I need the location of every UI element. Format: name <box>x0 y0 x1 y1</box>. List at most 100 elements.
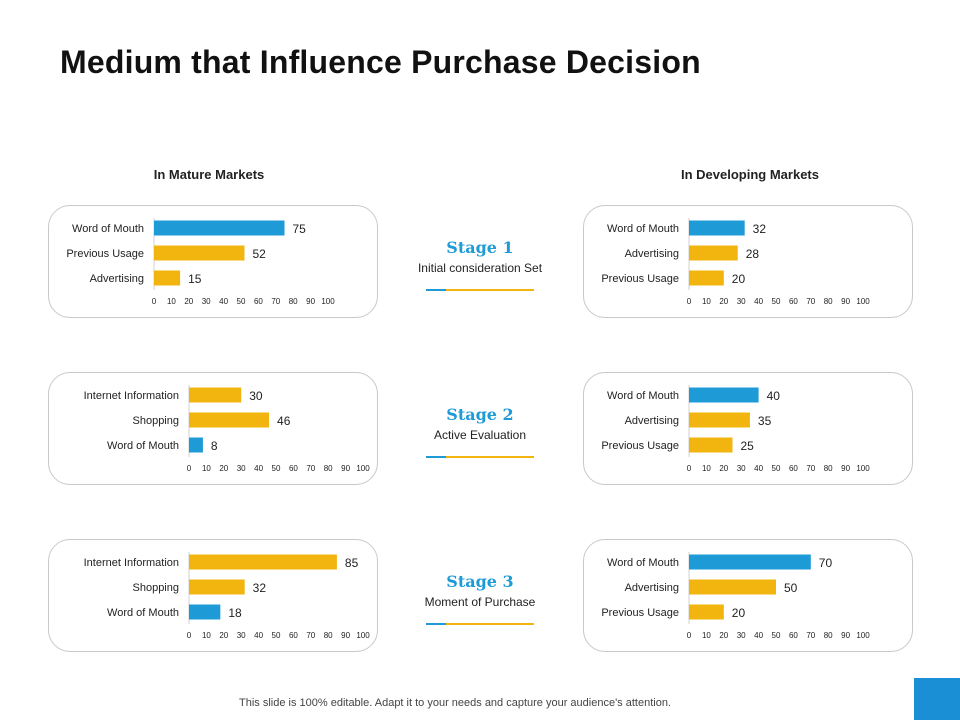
bar-advertising <box>689 245 738 261</box>
x-tick-label: 30 <box>737 297 746 306</box>
x-tick-label: 60 <box>254 297 263 306</box>
data-label: 28 <box>746 247 760 261</box>
x-tick-label: 10 <box>702 631 711 640</box>
data-label: 52 <box>252 247 266 261</box>
bar-advertising <box>689 412 750 428</box>
mature-markets-heading: In Mature Markets <box>153 167 265 182</box>
x-tick-label: 30 <box>202 297 211 306</box>
x-tick-label: 90 <box>841 464 850 473</box>
x-tick-label: 30 <box>737 631 746 640</box>
x-tick-label: 80 <box>324 631 333 640</box>
chart-card-developing-stage-3: Word of Mouth 70 Advertising 50 Previous Usa… <box>583 539 913 652</box>
stage-3: Stage 3 Moment of Purchase <box>400 572 560 625</box>
x-tick-label: 30 <box>737 464 746 473</box>
data-label: 30 <box>249 389 263 403</box>
data-label: 75 <box>293 222 307 236</box>
x-tick-label: 100 <box>856 464 870 473</box>
bar-word-of-mouth <box>189 437 203 453</box>
x-tick-label: 10 <box>202 464 211 473</box>
x-tick-label: 40 <box>754 464 763 473</box>
bar-word-of-mouth <box>689 554 811 570</box>
data-label: 50 <box>784 581 798 595</box>
category-label: Previous Usage <box>601 607 679 619</box>
x-tick-label: 50 <box>237 297 246 306</box>
x-tick-label: 70 <box>806 631 815 640</box>
x-tick-label: 50 <box>272 464 281 473</box>
x-tick-label: 20 <box>184 297 193 306</box>
chart-card-mature-stage-2: Internet Information 30 Shopping 46 Word of … <box>48 372 378 485</box>
stage-1-subtitle: Initial consideration Set <box>417 261 543 275</box>
bar-word-of-mouth <box>689 220 745 236</box>
category-label: Previous Usage <box>66 248 144 260</box>
data-label: 40 <box>767 389 781 403</box>
bar-word-of-mouth <box>154 220 285 236</box>
category-label: Previous Usage <box>601 273 679 285</box>
x-tick-label: 80 <box>824 464 833 473</box>
category-label: Shopping <box>133 582 180 594</box>
bar-advertising <box>689 579 776 595</box>
category-label: Word of Mouth <box>107 440 179 452</box>
chart-developing-stage-1: Word of Mouth 32 Advertising 28 Previous Usa… <box>601 218 870 306</box>
category-label: Advertising <box>625 248 679 260</box>
corner-accent <box>914 678 960 720</box>
x-tick-label: 30 <box>237 631 246 640</box>
x-tick-label: 30 <box>237 464 246 473</box>
x-tick-label: 10 <box>702 297 711 306</box>
x-tick-label: 0 <box>687 464 692 473</box>
x-tick-label: 20 <box>219 631 228 640</box>
bar-shopping <box>189 412 270 428</box>
x-tick-label: 10 <box>202 631 211 640</box>
x-tick-label: 80 <box>824 297 833 306</box>
x-tick-label: 90 <box>341 631 350 640</box>
x-tick-label: 10 <box>702 464 711 473</box>
bar-internet-information <box>189 554 337 570</box>
category-label: Advertising <box>90 273 144 285</box>
x-tick-label: 70 <box>806 297 815 306</box>
data-label: 15 <box>188 272 202 286</box>
category-label: Word of Mouth <box>72 223 144 235</box>
x-tick-label: 90 <box>341 464 350 473</box>
x-tick-label: 80 <box>824 631 833 640</box>
stage-1-divider <box>426 289 534 291</box>
data-label: 32 <box>253 581 267 595</box>
stage-2-divider <box>426 456 534 458</box>
x-tick-label: 100 <box>321 297 335 306</box>
data-label: 20 <box>732 606 746 620</box>
chart-card-developing-stage-2: Word of Mouth 40 Advertising 35 Previous Usa… <box>583 372 913 485</box>
x-tick-label: 20 <box>719 464 728 473</box>
category-label: Internet Information <box>84 390 179 402</box>
bar-previous-usage <box>154 245 245 261</box>
x-tick-label: 20 <box>219 464 228 473</box>
chart-card-mature-stage-3: Internet Information 85 Shopping 32 Word of … <box>48 539 378 652</box>
category-label: Word of Mouth <box>607 557 679 569</box>
data-label: 32 <box>753 222 767 236</box>
chart-card-mature-stage-1: Word of Mouth 75 Previous Usage 52 Advertisi… <box>48 205 378 318</box>
stage-3-subtitle: Moment of Purchase <box>424 595 536 609</box>
data-label: 18 <box>228 606 242 620</box>
category-label: Advertising <box>625 415 679 427</box>
page-title: Medium that Influence Purchase Decision <box>60 44 701 80</box>
x-tick-label: 0 <box>187 464 192 473</box>
chart-developing-stage-3: Word of Mouth 70 Advertising 50 Previous Usa… <box>601 552 870 640</box>
data-label: 85 <box>345 556 359 570</box>
x-tick-label: 10 <box>167 297 176 306</box>
x-tick-label: 50 <box>272 631 281 640</box>
x-tick-label: 90 <box>841 297 850 306</box>
x-tick-label: 20 <box>719 631 728 640</box>
developing-markets-heading: In Developing Markets <box>681 167 819 182</box>
x-tick-label: 0 <box>687 297 692 306</box>
x-tick-label: 40 <box>754 631 763 640</box>
x-tick-label: 0 <box>152 297 157 306</box>
stage-1-title: Stage 1 <box>446 238 514 257</box>
stage-2: Stage 2 Active Evaluation <box>400 405 560 458</box>
bar-previous-usage <box>689 604 724 620</box>
x-tick-label: 50 <box>772 297 781 306</box>
x-tick-label: 100 <box>356 631 370 640</box>
category-label: Advertising <box>625 582 679 594</box>
x-tick-label: 70 <box>806 464 815 473</box>
x-tick-label: 90 <box>841 631 850 640</box>
chart-mature-stage-3: Internet Information 85 Shopping 32 Word of … <box>84 552 370 640</box>
bar-word-of-mouth <box>189 604 221 620</box>
data-label: 46 <box>277 414 291 428</box>
x-tick-label: 60 <box>789 631 798 640</box>
